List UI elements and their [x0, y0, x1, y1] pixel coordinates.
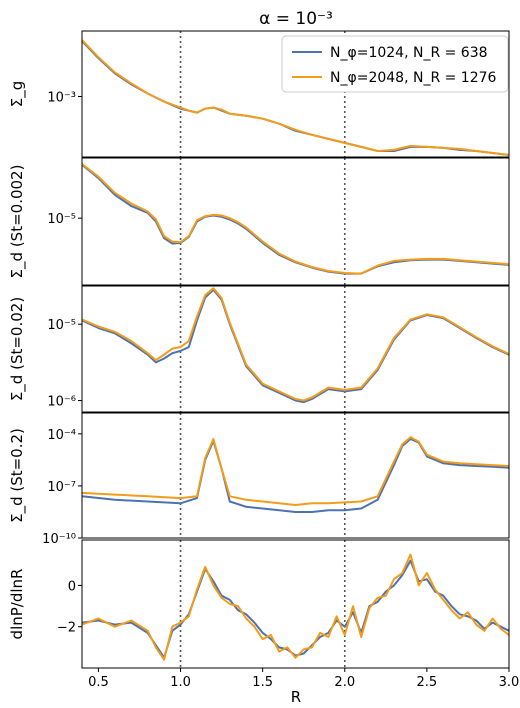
y-tick-label: 0 [68, 579, 76, 594]
legend: N_φ=1024, N_R = 638 N_φ=2048, N_R = 1276 [281, 35, 509, 93]
series-line-1 [82, 559, 509, 659]
legend-entry-2: N_φ=2048, N_R = 1276 [330, 70, 497, 86]
panel-frame [81, 412, 510, 539]
y-axis-label: Σ_d (St=0.02) [8, 297, 27, 401]
y-tick-label: −2 [57, 621, 76, 636]
panel-frame [81, 285, 510, 413]
y-tick-label: 10⁻³ [47, 91, 76, 106]
panel-frame [81, 30, 510, 158]
panel-frame [81, 157, 510, 286]
x-tick-label: 1.0 [170, 675, 191, 690]
x-tick-label: 3.0 [499, 675, 520, 690]
panel-5: −2 0 dlnP/dlnR [8, 539, 510, 669]
panel-2: 10⁻⁵ Σ_d (St=0.002) [8, 157, 510, 286]
x-tick-label: 0.5 [88, 675, 109, 690]
x-tick-label: 1.5 [252, 675, 273, 690]
series-line-2 [82, 163, 509, 275]
x-axis: 0.5 1.0 1.5 2.0 2.5 3.0 [88, 668, 519, 690]
y-tick-label: 10⁻¹⁰ [42, 532, 76, 547]
y-axis-label: Σ_d (St=0.002) [8, 165, 27, 279]
panel-3: 10⁻⁶ 10⁻⁵ Σ_d (St=0.02) [8, 285, 510, 413]
panel-frame [81, 539, 510, 669]
x-tick-label: 2.0 [334, 675, 355, 690]
series-line-1 [82, 288, 509, 404]
series-line-2 [82, 287, 509, 402]
series-line-1 [82, 438, 509, 513]
legend-entry-1: N_φ=1024, N_R = 638 [330, 45, 488, 61]
y-tick-label: 10⁻⁶ [47, 395, 76, 410]
y-tick-label: 10⁻⁵ [47, 318, 76, 333]
series-line-2 [82, 436, 509, 506]
x-axis-label: R [291, 688, 301, 706]
y-tick-label: 10⁻⁴ [47, 428, 76, 443]
panel-4: 10⁻¹⁰ 10⁻⁷ 10⁻⁴ Σ_d (St=0.2) [8, 412, 510, 547]
y-tick-label: 10⁻⁵ [47, 212, 76, 227]
y-axis-label: Σ_d (St=0.2) [8, 428, 27, 523]
panels: 10⁻³ Σ_g 10⁻⁵ Σ_d (St=0.002) 10⁻⁶ 10⁻⁵ Σ_d (St… [8, 30, 510, 669]
chart-title: α = 10⁻³ [259, 9, 333, 29]
y-tick-label: 10⁻⁷ [47, 480, 76, 495]
y-axis-label: dlnP/dlnR [8, 569, 26, 640]
x-tick-label: 2.5 [417, 675, 438, 690]
series-line-2 [82, 553, 509, 661]
series-line-2 [82, 39, 509, 156]
series-line-1 [82, 163, 509, 275]
legend-box [281, 35, 509, 93]
panel-1: 10⁻³ Σ_g [8, 30, 510, 158]
y-axis-label: Σ_g [8, 81, 27, 108]
